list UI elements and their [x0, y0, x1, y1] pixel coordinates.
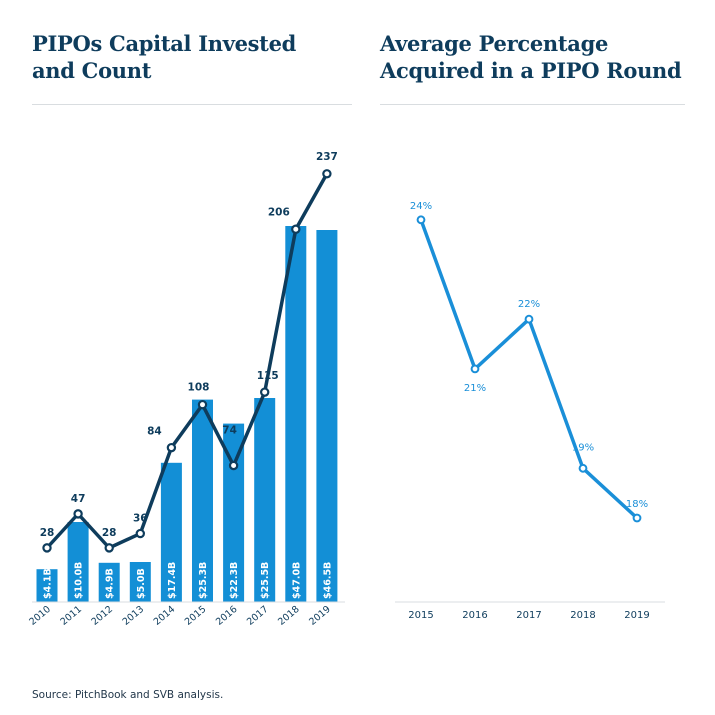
bar-2015 — [192, 399, 213, 602]
count-label-2019: 237 — [316, 151, 338, 163]
count-point-2015 — [197, 399, 208, 410]
left-chart-title: PIPOs Capital Invested and Count — [32, 31, 297, 83]
percentage-line — [419, 219, 639, 520]
count-label-2012: 28 — [102, 527, 117, 539]
bar-2017 — [254, 398, 276, 602]
bar-value-label-2011: $10.0B — [74, 562, 85, 599]
count-point-2013 — [135, 528, 145, 539]
count-point-2017 — [260, 387, 270, 397]
x-tick-label-2019: 2019 — [624, 610, 649, 621]
percentage-label-2017: 22% — [518, 299, 540, 310]
percentage-label-2019: 18% — [626, 499, 648, 510]
bar-value-label-2013: $5.0B — [136, 568, 147, 599]
right-title-divider — [380, 104, 685, 105]
percentage-label-2016: 21% — [464, 383, 486, 394]
count-line — [45, 172, 329, 550]
bar-2016 — [223, 423, 245, 602]
count-point-2012 — [104, 543, 114, 553]
bar-2011 — [67, 522, 89, 602]
count-label-2010: 28 — [40, 527, 55, 539]
count-point-2018 — [291, 224, 301, 234]
left-title-divider — [32, 104, 352, 105]
bar-2013 — [129, 562, 151, 602]
bar-value-label-2012: $4.9B — [105, 568, 116, 599]
x-tick-label-2017: 2017 — [516, 610, 541, 621]
bar-2012 — [98, 562, 120, 602]
bar-2019 — [316, 230, 338, 602]
percentage-point-2015 — [416, 215, 426, 225]
count-label-2016: 74 — [222, 425, 237, 437]
percentage-label-2015: 24% — [410, 201, 432, 212]
count-label-2013: 36 — [133, 513, 148, 525]
bar-value-label-2018: $47.0B — [291, 562, 302, 599]
count-point-2014 — [166, 442, 177, 453]
bar-2010 — [36, 569, 58, 602]
percentage-label-2018: 19% — [572, 442, 594, 453]
percentage-point-2018 — [578, 463, 588, 473]
count-point-2010 — [42, 543, 52, 553]
count-point-2019 — [322, 169, 332, 179]
bar-2018 — [285, 226, 307, 602]
count-point-2016 — [228, 460, 239, 471]
bar-2014 — [160, 462, 182, 602]
bar-value-label-2015: $25.3B — [198, 562, 209, 599]
x-tick-label-2016: 2016 — [462, 610, 487, 621]
count-label-2011: 47 — [71, 493, 86, 505]
count-label-2015: 108 — [188, 382, 210, 394]
bar-value-label-2017: $25.5B — [260, 562, 271, 599]
x-tick-label-2018: 2018 — [570, 610, 595, 621]
percentage-point-2016 — [470, 364, 480, 374]
count-point-2011 — [73, 509, 83, 519]
bar-value-label-2019: $46.5B — [322, 562, 333, 599]
count-label-2017: 115 — [257, 370, 279, 382]
bar-value-label-2016: $22.3B — [229, 562, 240, 599]
bar-value-label-2010: $4.1B — [43, 568, 54, 599]
bar-value-label-2014: $17.4B — [167, 562, 178, 599]
count-label-2014: 84 — [147, 426, 162, 438]
source-note: Source: PitchBook and SVB analysis. — [32, 689, 224, 701]
count-label-2018: 206 — [268, 206, 290, 218]
right-chart-title: Average Percentage Acquired in a PIPO Rou… — [380, 31, 682, 83]
percentage-point-2019 — [632, 513, 642, 523]
x-tick-label-2015: 2015 — [408, 610, 433, 621]
percentage-point-2017 — [524, 314, 534, 324]
